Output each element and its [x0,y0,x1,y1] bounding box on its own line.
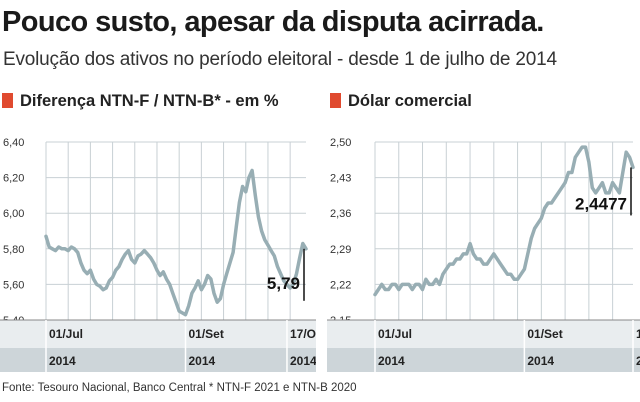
x-tick-year: 2014 [636,354,640,368]
year-band [327,348,640,372]
chart-title-dolar: Dólar comercial [330,92,472,111]
x-axis-band [327,320,640,348]
chart-title-dolar-text: Dólar comercial [348,92,472,110]
last-value-label: 2,4477 [575,194,627,213]
chart-ntn-spread: 6,406,206,005,805,605,4001/Jul201401/Set… [0,137,316,372]
subtitle: Evolução dos ativos no período eleitoral… [3,49,557,70]
x-tick-year: 2014 [49,354,76,368]
y-tick-label: 2,36 [330,208,351,220]
source-note: Fonte: Tesouro Nacional, Banco Central *… [2,382,357,394]
y-tick-label: 6,20 [3,173,24,185]
y-tick-label: 2,29 [330,244,351,256]
y-tick-label: 2,43 [330,173,351,185]
y-tick-label: 5,80 [3,244,24,256]
x-tick-label: 17/Out [290,327,316,341]
chart-title-ntn-text: Diferença NTN-F / NTN-B* - em % [20,92,279,110]
x-tick-label: 01/Set [527,327,562,341]
headline: Pouco susto, apesar da disputa acirrada. [2,6,544,38]
y-tick-label: 6,00 [3,208,24,220]
x-tick-year: 2014 [189,354,216,368]
year-band [0,348,316,372]
x-tick-year: 2014 [378,354,405,368]
data-line [373,145,635,297]
x-tick-label: 17/Out [636,327,640,341]
x-tick-year: 2014 [527,354,554,368]
x-tick-year: 2014 [290,354,316,368]
x-tick-label: 01/Set [189,327,224,341]
x-tick-label: 01/Jul [49,327,83,341]
y-tick-label: 5,60 [3,279,24,291]
y-tick-label: 2,50 [330,137,351,149]
last-value-label: 5,79 [267,274,300,293]
y-tick-label: 6,40 [3,137,24,149]
title-marker-icon [2,93,13,108]
data-line [44,168,308,317]
y-tick-label: 2,22 [330,279,351,291]
x-tick-label: 01/Jul [378,327,412,341]
chart-dolar: 2,502,432,362,292,222,1501/Jul201401/Set… [327,137,640,372]
title-marker-icon [330,93,341,108]
chart-title-ntn: Diferença NTN-F / NTN-B* - em % [2,92,279,111]
x-axis-band [0,320,316,348]
